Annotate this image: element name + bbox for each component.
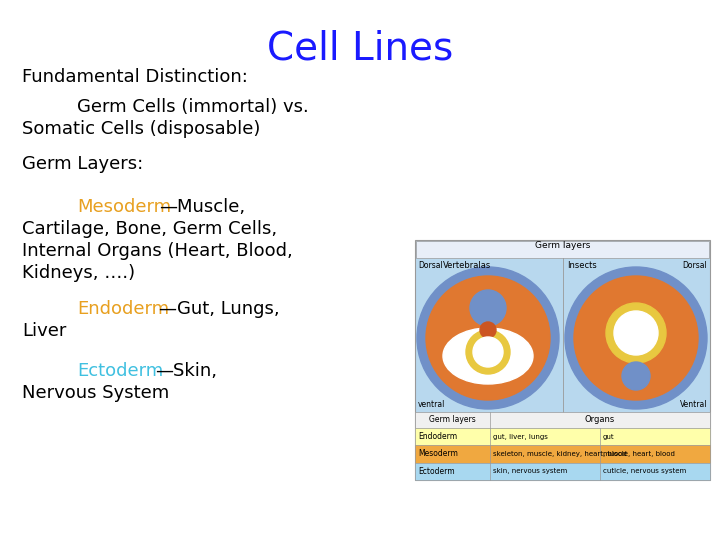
Text: ventral: ventral: [418, 400, 446, 409]
Text: Ectoderm: Ectoderm: [418, 467, 454, 476]
Circle shape: [480, 322, 496, 338]
Text: Kidneys, ….): Kidneys, ….): [22, 264, 135, 282]
Text: Mesoderm: Mesoderm: [418, 449, 458, 458]
Text: Endoderm: Endoderm: [418, 432, 457, 441]
Circle shape: [470, 290, 506, 326]
Bar: [415, 428, 710, 446]
Circle shape: [574, 276, 698, 400]
Text: Endoderm: Endoderm: [77, 300, 169, 318]
Text: Ectoderm: Ectoderm: [77, 362, 163, 380]
Text: Dorsal: Dorsal: [418, 261, 443, 270]
Bar: [415, 463, 710, 480]
Text: skeleton, muscle, kidney, heart, blood: skeleton, muscle, kidney, heart, blood: [493, 451, 626, 457]
Text: gut: gut: [603, 434, 615, 440]
Text: Germ Cells (immortal) vs.: Germ Cells (immortal) vs.: [77, 98, 309, 116]
Ellipse shape: [443, 328, 533, 384]
Bar: [415, 412, 710, 428]
Text: Mesoderm: Mesoderm: [77, 198, 171, 216]
Bar: [415, 240, 710, 480]
Text: skin, nervous system: skin, nervous system: [493, 468, 567, 474]
Text: —Skin,: —Skin,: [155, 362, 217, 380]
Circle shape: [426, 276, 550, 400]
Text: Insects: Insects: [567, 261, 598, 270]
Text: Cell Lines: Cell Lines: [267, 30, 453, 68]
Text: Cartilage, Bone, Germ Cells,: Cartilage, Bone, Germ Cells,: [22, 220, 277, 238]
Text: Germ layers: Germ layers: [429, 415, 476, 424]
Circle shape: [614, 311, 658, 355]
Text: Dorsal: Dorsal: [683, 261, 707, 270]
Bar: [415, 446, 710, 463]
Text: Nervous System: Nervous System: [22, 384, 169, 402]
Text: cuticle, nervous system: cuticle, nervous system: [603, 468, 686, 474]
Text: Fundamental Distinction:: Fundamental Distinction:: [22, 68, 248, 86]
Circle shape: [466, 330, 510, 374]
Circle shape: [606, 303, 666, 363]
Text: Germ layers: Germ layers: [535, 241, 590, 250]
Text: gut, liver, lungs: gut, liver, lungs: [493, 434, 548, 440]
Text: muscle, heart, blood: muscle, heart, blood: [603, 451, 675, 457]
Text: —Gut, Lungs,: —Gut, Lungs,: [159, 300, 279, 318]
Text: Germ Layers:: Germ Layers:: [22, 155, 143, 173]
Circle shape: [565, 267, 707, 409]
Text: Ventral: Ventral: [680, 400, 707, 409]
Circle shape: [622, 362, 650, 390]
Text: —Muscle,: —Muscle,: [159, 198, 245, 216]
Circle shape: [473, 337, 503, 367]
Text: Vertebralas: Vertebralas: [443, 261, 491, 270]
Text: Liver: Liver: [22, 322, 66, 340]
Text: Organs: Organs: [585, 415, 615, 424]
Text: Internal Organs (Heart, Blood,: Internal Organs (Heart, Blood,: [22, 242, 293, 260]
Text: Somatic Cells (disposable): Somatic Cells (disposable): [22, 120, 261, 138]
Bar: [416, 241, 709, 258]
Circle shape: [417, 267, 559, 409]
